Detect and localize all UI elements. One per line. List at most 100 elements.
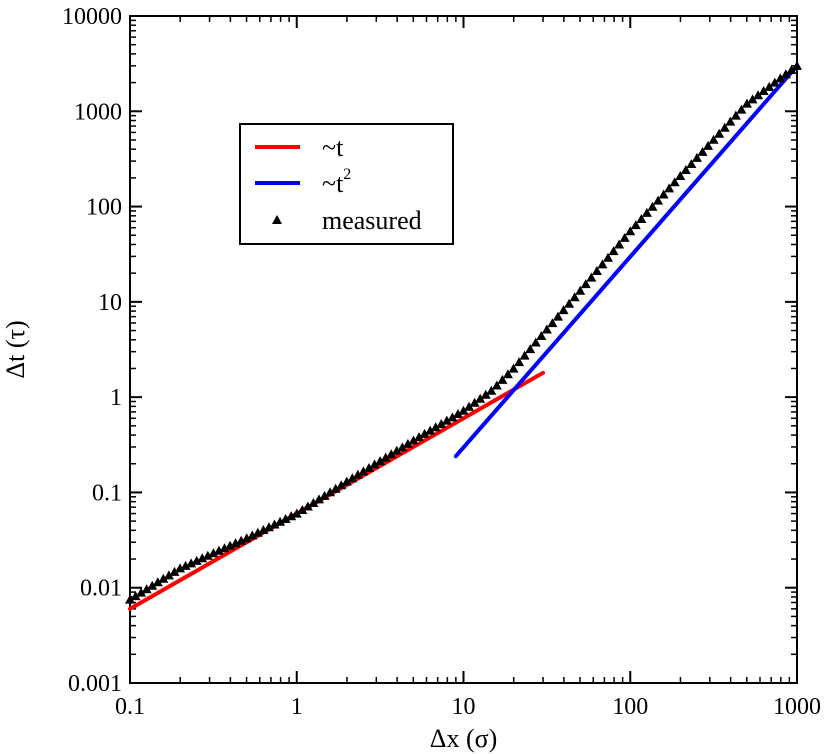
measured-point [402, 438, 413, 448]
measured-point [775, 73, 786, 83]
measured-point [469, 397, 480, 407]
legend-label: measured [322, 206, 422, 235]
measured-point [792, 60, 802, 70]
measured-point [136, 587, 147, 597]
measured-point [391, 445, 402, 455]
measured-point [163, 570, 174, 580]
measured-point [458, 405, 469, 415]
measured-point [780, 69, 791, 79]
measured-point [608, 246, 619, 256]
measured-point [730, 110, 741, 120]
measured-point [263, 522, 274, 532]
measured-point [341, 476, 352, 486]
y-tick-label: 100 [86, 195, 122, 221]
measured-point [586, 272, 597, 282]
measured-point [414, 432, 425, 442]
measured-point [130, 591, 141, 601]
x-tick-label: 1000 [773, 694, 821, 720]
measured-point [125, 594, 135, 604]
y-tick-label: 1000 [74, 99, 122, 125]
measured-point [286, 511, 297, 521]
measured-point [230, 538, 241, 548]
measured-point [308, 497, 319, 507]
measured-point [714, 128, 725, 138]
measured-point [169, 566, 180, 576]
measured-point [175, 563, 186, 573]
measured-point [597, 259, 608, 269]
measured-point [147, 580, 158, 590]
legend-swatch-triangle [272, 215, 282, 224]
measured-point [575, 285, 586, 295]
measured-point [653, 195, 664, 205]
measured-point [297, 505, 308, 515]
measured-point [636, 214, 647, 224]
measured-point [541, 324, 552, 334]
measured-point [580, 279, 591, 289]
measured-point [180, 560, 191, 570]
measured-point [258, 525, 269, 535]
measured-point [208, 548, 219, 558]
measured-point [619, 232, 630, 242]
measured-point [497, 374, 508, 384]
measured-point [364, 462, 375, 472]
measured-point [397, 442, 408, 452]
measured-point [319, 490, 330, 500]
measured-point [680, 165, 691, 175]
measured-point [708, 134, 719, 144]
x-tick-label: 1 [291, 694, 303, 720]
x-ticks: 0.1 1 10 100 1000 [115, 16, 821, 720]
y-axis-title: Δt (τ) [1, 320, 30, 378]
measured-point [486, 385, 497, 395]
measured-point [275, 516, 286, 526]
measured-point [764, 81, 775, 91]
measured-point [280, 514, 291, 524]
measured-point [786, 65, 797, 75]
series-line-quadratic [453, 63, 799, 459]
measured-point [647, 201, 658, 211]
measured-point [241, 533, 252, 543]
measured-point [525, 344, 536, 354]
measured-point [358, 466, 369, 476]
measured-point [447, 412, 458, 422]
y-tick-label: 0.1 [92, 480, 122, 506]
measured-point [719, 122, 730, 132]
measured-point [430, 422, 441, 432]
measured-point [747, 94, 758, 104]
measured-point [219, 543, 230, 553]
measured-point [375, 456, 386, 466]
measured-point [302, 501, 313, 511]
measured-point [519, 350, 530, 360]
measured-point [325, 487, 336, 497]
measured-point [758, 86, 769, 96]
measured-point [141, 584, 152, 594]
y-tick-label: 1 [110, 385, 122, 411]
y-ticks: 0.001 0.01 0.1 1 10 100 1000 10000 [62, 4, 797, 697]
measured-point [347, 473, 358, 483]
measured-point [158, 573, 169, 583]
measured-point [508, 363, 519, 373]
measured-point [691, 152, 702, 162]
measured-point [664, 183, 675, 193]
y-tick-label: 10 [98, 290, 122, 316]
measured-point [152, 577, 163, 587]
measured-point [625, 226, 636, 236]
measured-point [480, 389, 491, 399]
measured-point [380, 452, 391, 462]
measured-point [630, 220, 641, 230]
measured-point [464, 401, 475, 411]
series-layer [125, 60, 802, 611]
measured-point [502, 369, 513, 379]
measured-point [552, 311, 563, 321]
legend-label: ~t2 [322, 166, 351, 198]
measured-point [452, 409, 463, 419]
measured-point [641, 207, 652, 217]
measured-point [197, 553, 208, 563]
measured-point [436, 418, 447, 428]
measured-point [658, 189, 669, 199]
measured-point [536, 331, 547, 341]
measured-point [330, 483, 341, 493]
measured-point [425, 425, 436, 435]
measured-point [769, 77, 780, 87]
measured-point [236, 535, 247, 545]
